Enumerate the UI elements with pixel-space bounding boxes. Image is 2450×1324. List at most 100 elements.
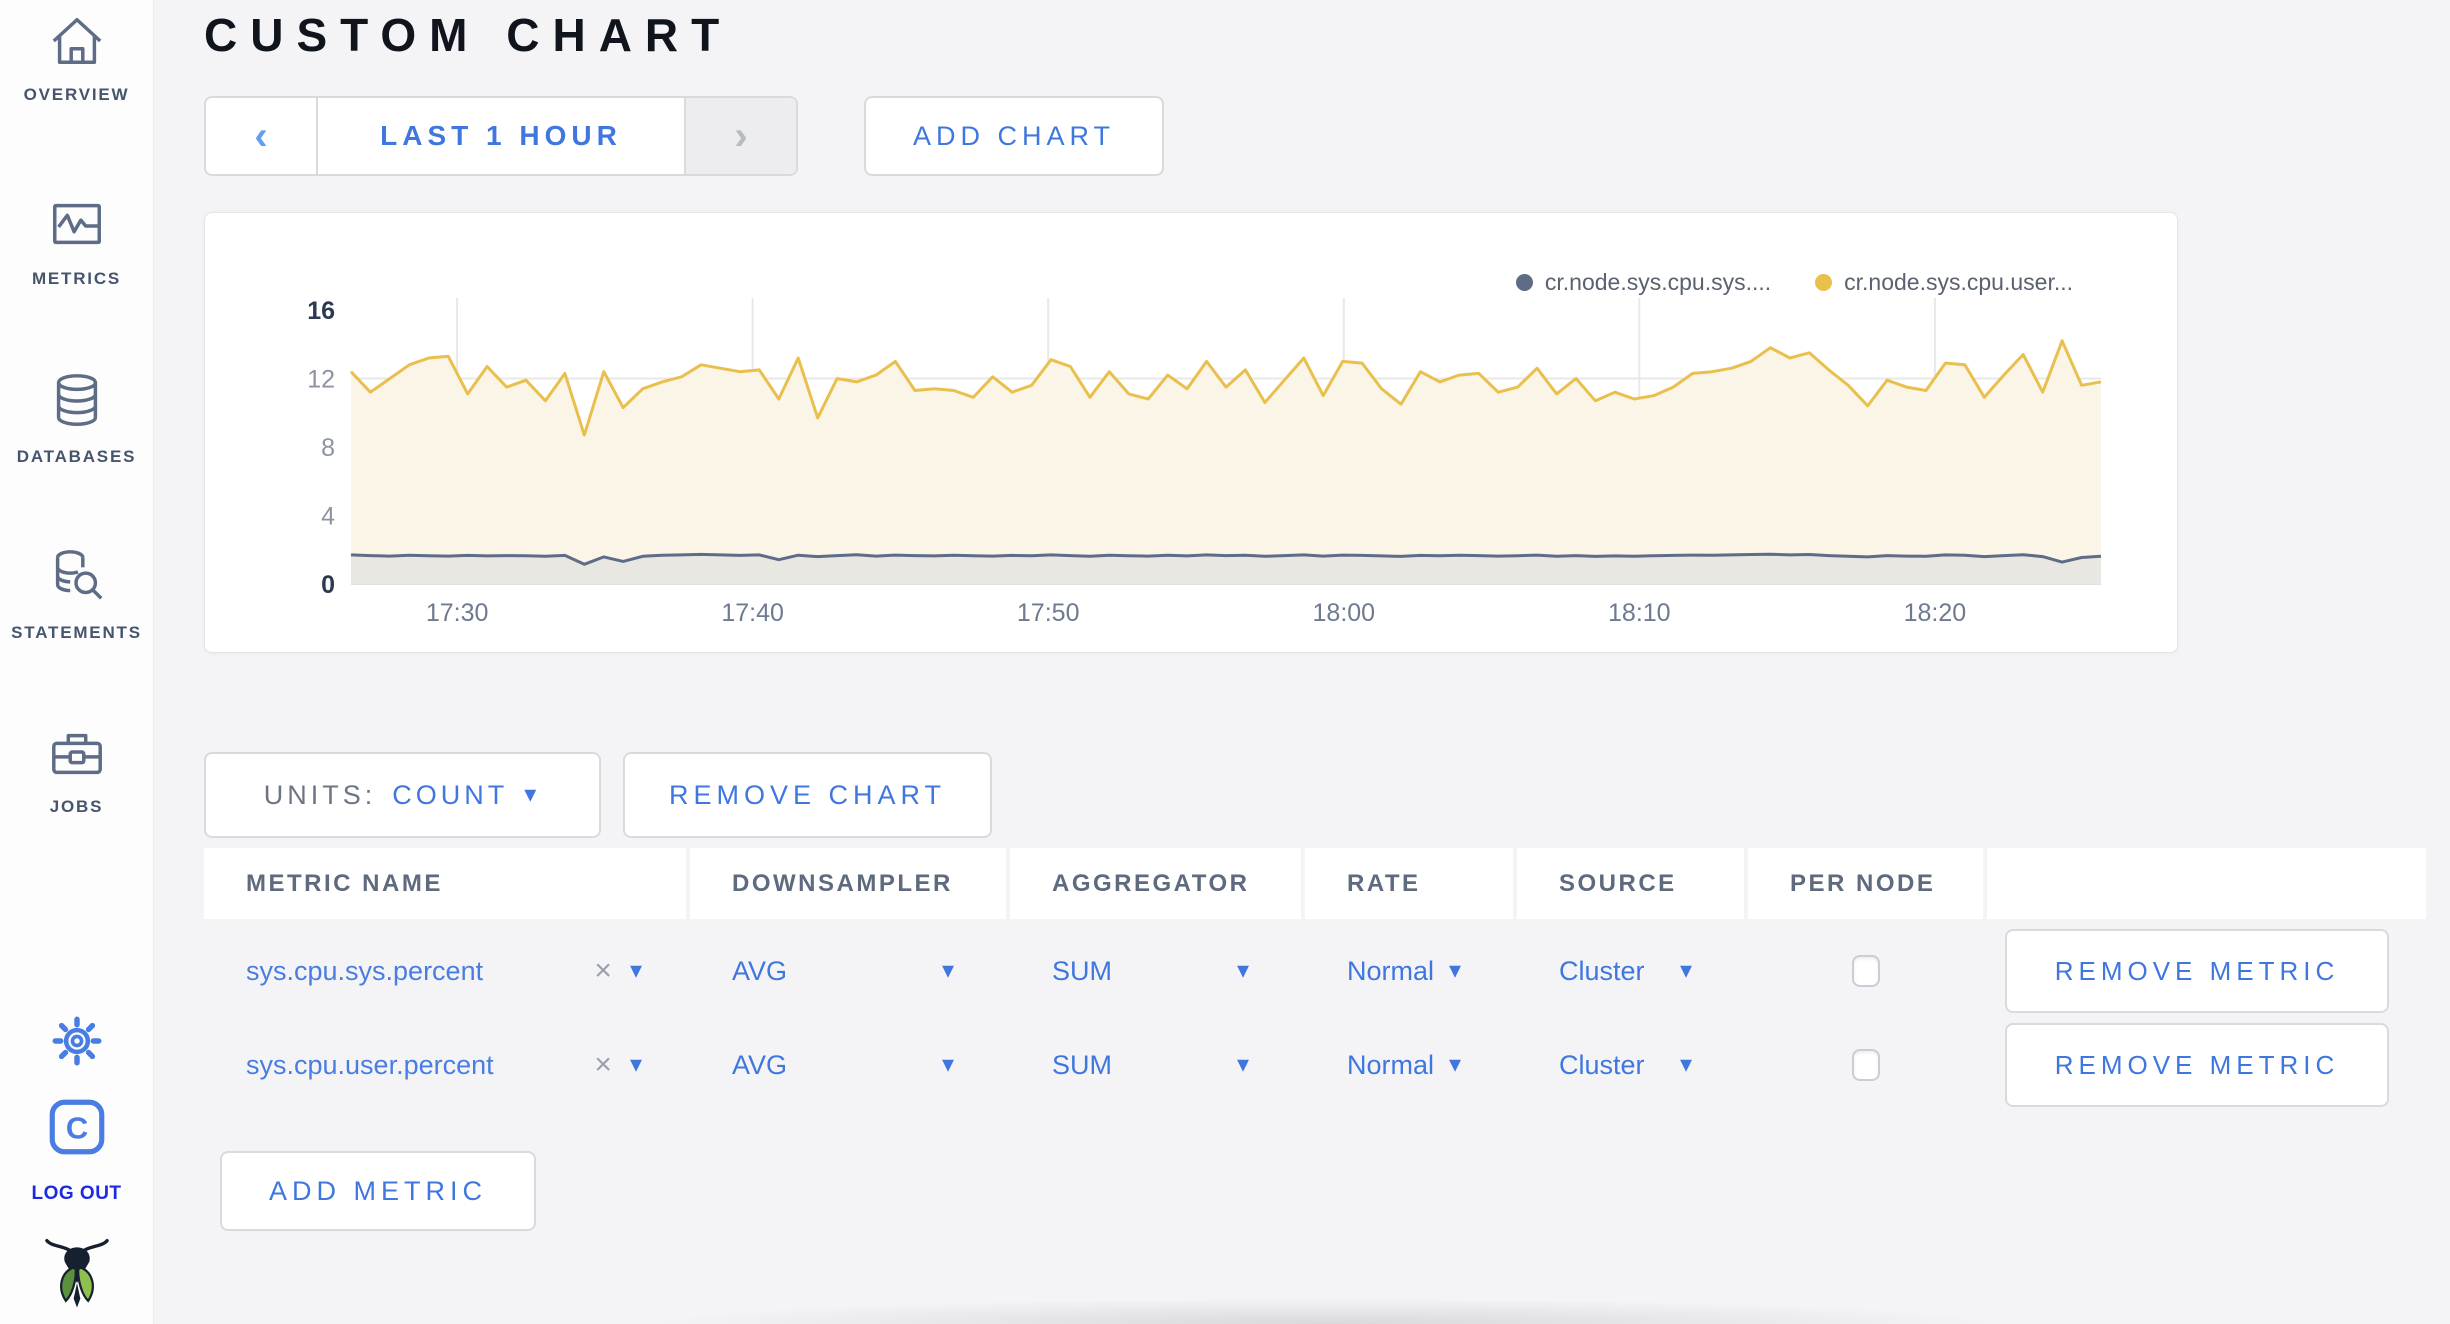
legend-item-user[interactable]: cr.node.sys.cpu.user... <box>1815 269 2073 296</box>
svg-text:17:30: 17:30 <box>426 599 489 627</box>
sidebar-item-label: JOBS <box>49 797 104 816</box>
source-dropdown[interactable]: Cluster ▾ <box>1517 1023 1744 1107</box>
legend-label: cr.node.sys.cpu.user... <box>1844 269 2073 295</box>
svg-text:4: 4 <box>321 503 335 531</box>
table-row: sys.cpu.sys.percent × ▾ AVG ▾ SUM ▾ Norm… <box>204 929 2437 1013</box>
toolbar: ‹ LAST 1 HOUR › ADD CHART <box>204 96 2450 176</box>
legend-dot-user <box>1815 274 1833 291</box>
time-next-button[interactable]: › <box>684 98 796 174</box>
chevron-down-icon: ▾ <box>941 1051 954 1078</box>
gear-icon <box>48 1012 106 1075</box>
metric-select-controls: × ▾ <box>594 1048 642 1082</box>
downsampler-dropdown[interactable]: AVG ▾ <box>690 929 1006 1013</box>
units-value: COUNT <box>392 779 509 810</box>
add-metric-button[interactable]: ADD METRIC <box>220 1151 536 1231</box>
legend-label: cr.node.sys.cpu.sys.... <box>1544 269 1772 295</box>
chart-panel: 0 4 8 12 16 17:30 17:40 17:50 18:00 18:10 18:20 cr… <box>204 212 2178 653</box>
legend-item-sys[interactable]: cr.node.sys.cpu.sys.... <box>1515 269 1772 296</box>
sidebar-item-label: OVERVIEW <box>23 85 130 104</box>
scroll-shadow <box>534 1298 2294 1324</box>
metric-select-controls: × ▾ <box>594 954 642 988</box>
settings-button[interactable] <box>0 1012 153 1075</box>
rate-dropdown[interactable]: Normal ▾ <box>1305 929 1513 1013</box>
sidebar-item-databases[interactable]: DATABASES <box>0 370 153 467</box>
per-node-checkbox[interactable] <box>1851 955 1880 987</box>
sidebar-item-metrics[interactable]: METRICS <box>0 196 153 289</box>
svg-text:17:50: 17:50 <box>1017 599 1080 627</box>
chevron-down-icon: ▾ <box>1679 957 1692 984</box>
column-header-actions <box>1987 848 2426 919</box>
rate-value: Normal <box>1347 955 1435 986</box>
aggregator-value: SUM <box>1052 1049 1112 1080</box>
svg-text:18:20: 18:20 <box>1904 599 1967 627</box>
sidebar-item-overview[interactable]: OVERVIEW <box>0 12 153 105</box>
metric-name[interactable]: sys.cpu.sys.percent <box>246 955 484 986</box>
metrics-table: METRIC NAME DOWNSAMPLER AGGREGATOR RATE … <box>204 848 2437 1107</box>
main-content: CUSTOM CHART ‹ LAST 1 HOUR › ADD CHART 0… <box>154 0 2450 1324</box>
aggregator-dropdown[interactable]: SUM ▾ <box>1010 1023 1301 1107</box>
svg-text:C: C <box>65 1110 87 1145</box>
per-node-cell <box>1748 1023 1983 1107</box>
column-header-metric-name: METRIC NAME <box>204 848 686 919</box>
actions-cell: REMOVE METRIC <box>1987 1023 2426 1107</box>
units-dropdown[interactable]: UNITS: COUNT ▾ <box>204 752 601 838</box>
sidebar-item-label: STATEMENTS <box>11 623 142 642</box>
svg-text:8: 8 <box>321 434 335 462</box>
remove-metric-button[interactable]: REMOVE METRIC <box>2005 929 2389 1013</box>
metric-name-cell: sys.cpu.user.percent × ▾ <box>204 1023 686 1107</box>
column-header-downsampler: DOWNSAMPLER <box>690 848 1006 919</box>
logout-label: LOG OUT <box>31 1183 122 1204</box>
downsampler-value: AVG <box>732 955 788 986</box>
page-title: CUSTOM CHART <box>204 9 733 61</box>
logout-button[interactable]: C LOG OUT <box>0 1094 153 1205</box>
units-label: UNITS: <box>263 779 377 810</box>
source-dropdown[interactable]: Cluster ▾ <box>1517 929 1744 1013</box>
metric-name-cell: sys.cpu.sys.percent × ▾ <box>204 929 686 1013</box>
database-icon <box>46 370 108 437</box>
statements-icon <box>46 546 108 613</box>
briefcase-icon <box>46 724 108 787</box>
column-header-aggregator: AGGREGATOR <box>1010 848 1301 919</box>
time-prev-button[interactable]: ‹ <box>206 98 318 174</box>
per-node-cell <box>1748 929 1983 1013</box>
chevron-down-icon: ▾ <box>1679 1051 1692 1078</box>
aggregator-dropdown[interactable]: SUM ▾ <box>1010 929 1301 1013</box>
actions-cell: REMOVE METRIC <box>1987 929 2426 1013</box>
time-range-button[interactable]: LAST 1 HOUR <box>318 98 684 174</box>
source-value: Cluster <box>1559 1049 1645 1080</box>
logout-icon: C <box>44 1094 110 1165</box>
remove-metric-button[interactable]: REMOVE METRIC <box>2005 1023 2389 1107</box>
downsampler-dropdown[interactable]: AVG ▾ <box>690 1023 1006 1107</box>
add-chart-button[interactable]: ADD CHART <box>864 96 1164 176</box>
chevron-down-icon: ▾ <box>1236 957 1249 984</box>
chevron-down-icon[interactable]: ▾ <box>629 1051 642 1078</box>
svg-text:17:40: 17:40 <box>721 599 784 627</box>
remove-chart-button[interactable]: REMOVE CHART <box>623 752 992 838</box>
column-header-rate: RATE <box>1305 848 1513 919</box>
clear-metric-icon[interactable]: × <box>594 954 612 987</box>
downsampler-value: AVG <box>732 1049 788 1080</box>
time-range-selector: ‹ LAST 1 HOUR › <box>204 96 798 176</box>
svg-text:0: 0 <box>321 571 335 599</box>
sidebar-item-label: METRICS <box>31 269 122 288</box>
metric-name[interactable]: sys.cpu.user.percent <box>246 1049 494 1080</box>
sidebar-item-statements[interactable]: STATEMENTS <box>0 546 153 643</box>
sidebar-item-jobs[interactable]: JOBS <box>0 724 153 817</box>
cockroach-logo <box>0 1234 153 1312</box>
chevron-down-icon[interactable]: ▾ <box>629 957 642 984</box>
chevron-down-icon: ▾ <box>941 957 954 984</box>
clear-metric-icon[interactable]: × <box>594 1048 612 1081</box>
chevron-down-icon: ▾ <box>1448 957 1461 984</box>
column-header-per-node: PER NODE <box>1748 848 1983 919</box>
chevron-down-icon: ▾ <box>1236 1051 1249 1078</box>
rate-dropdown[interactable]: Normal ▾ <box>1305 1023 1513 1107</box>
per-node-checkbox[interactable] <box>1851 1049 1880 1081</box>
chart-legend: cr.node.sys.cpu.sys.... cr.node.sys.cpu.… <box>1515 269 2073 296</box>
sidebar: OVERVIEW METRICS DATABASES <box>0 0 154 1324</box>
svg-text:16: 16 <box>307 297 335 325</box>
rate-value: Normal <box>1347 1049 1435 1080</box>
line-chart[interactable]: 0 4 8 12 16 17:30 17:40 17:50 18:00 18:10 18:20 <box>205 213 2179 654</box>
svg-text:18:10: 18:10 <box>1608 599 1671 627</box>
svg-text:18:00: 18:00 <box>1313 599 1376 627</box>
